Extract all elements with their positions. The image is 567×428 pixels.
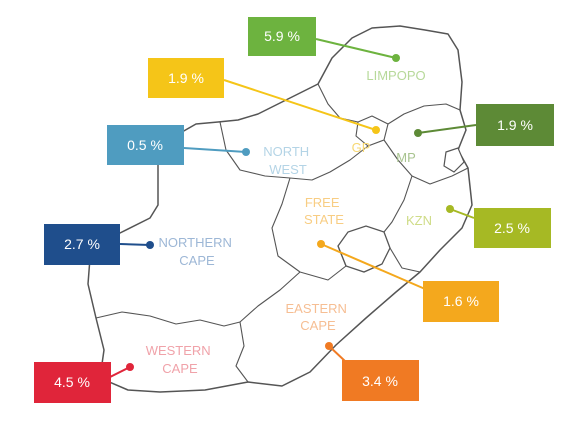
value-box-north-west: 0.5 %	[107, 125, 184, 165]
dot-limpopo	[392, 54, 400, 62]
value-box-western-cape: 4.5 %	[34, 362, 111, 403]
label-limpopo: LIMPOPO	[366, 68, 425, 83]
leader-free-state	[320, 243, 433, 293]
label-north-west: NORTH WEST	[263, 144, 313, 177]
svg-text:4.5 %: 4.5 %	[54, 374, 90, 390]
value-box-mpumalanga: 1.9 %	[476, 104, 554, 146]
leader-mpumalanga	[417, 124, 477, 134]
value-box-kwazulu-natal: 2.5 %	[474, 208, 551, 248]
value-box-gauteng: 1.9 %	[148, 58, 224, 98]
value-box-eastern-cape: 3.4 %	[342, 360, 419, 401]
province-borders	[95, 83, 469, 383]
value-boxes: 5.9 % 1.9 % 1.9 % 0.5 % 2.5 % 1.6 % 2.7 …	[34, 17, 554, 403]
svg-text:3.4 %: 3.4 %	[362, 373, 398, 389]
dot-kwazulu-natal	[446, 205, 454, 213]
eswatini-outline	[443, 147, 465, 173]
dot-north-west	[242, 148, 250, 156]
dot-eastern-cape	[325, 342, 333, 350]
svg-text:0.5 %: 0.5 %	[127, 137, 163, 153]
label-northern-cape: NORTHERN CAPE	[158, 235, 235, 268]
label-eastern-cape: EASTERN CAPE	[285, 301, 350, 333]
svg-text:1.6 %: 1.6 %	[443, 293, 479, 309]
leader-lines	[99, 38, 477, 383]
value-box-limpopo: 5.9 %	[248, 17, 316, 56]
dot-northern-cape	[146, 241, 154, 249]
svg-text:5.9 %: 5.9 %	[264, 28, 300, 44]
dot-mpumalanga	[414, 129, 422, 137]
dot-western-cape	[126, 363, 134, 371]
leader-kwazulu-natal	[449, 208, 475, 219]
svg-text:1.9 %: 1.9 %	[168, 70, 204, 86]
value-box-free-state: 1.6 %	[423, 281, 499, 322]
leader-northern-cape	[119, 243, 151, 246]
svg-text:2.5 %: 2.5 %	[494, 220, 530, 236]
label-gauteng: GP	[352, 140, 371, 155]
svg-text:1.9 %: 1.9 %	[497, 117, 533, 133]
label-kwazulu-natal: KZN	[406, 213, 432, 228]
label-mpumalanga: MP	[396, 150, 416, 165]
leader-north-west	[183, 147, 247, 153]
dot-free-state	[317, 240, 325, 248]
dot-gauteng	[372, 126, 380, 134]
region-labels: LIMPOPO GP MP NORTH WEST KZN FREE STATE …	[146, 68, 432, 376]
svg-text:2.7 %: 2.7 %	[64, 236, 100, 252]
label-western-cape: WESTERN CAPE	[146, 343, 215, 376]
leader-limpopo	[315, 38, 397, 59]
label-free-state: FREE STATE	[304, 195, 344, 227]
leader-gauteng	[223, 79, 377, 131]
value-box-northern-cape: 2.7 %	[44, 224, 120, 265]
